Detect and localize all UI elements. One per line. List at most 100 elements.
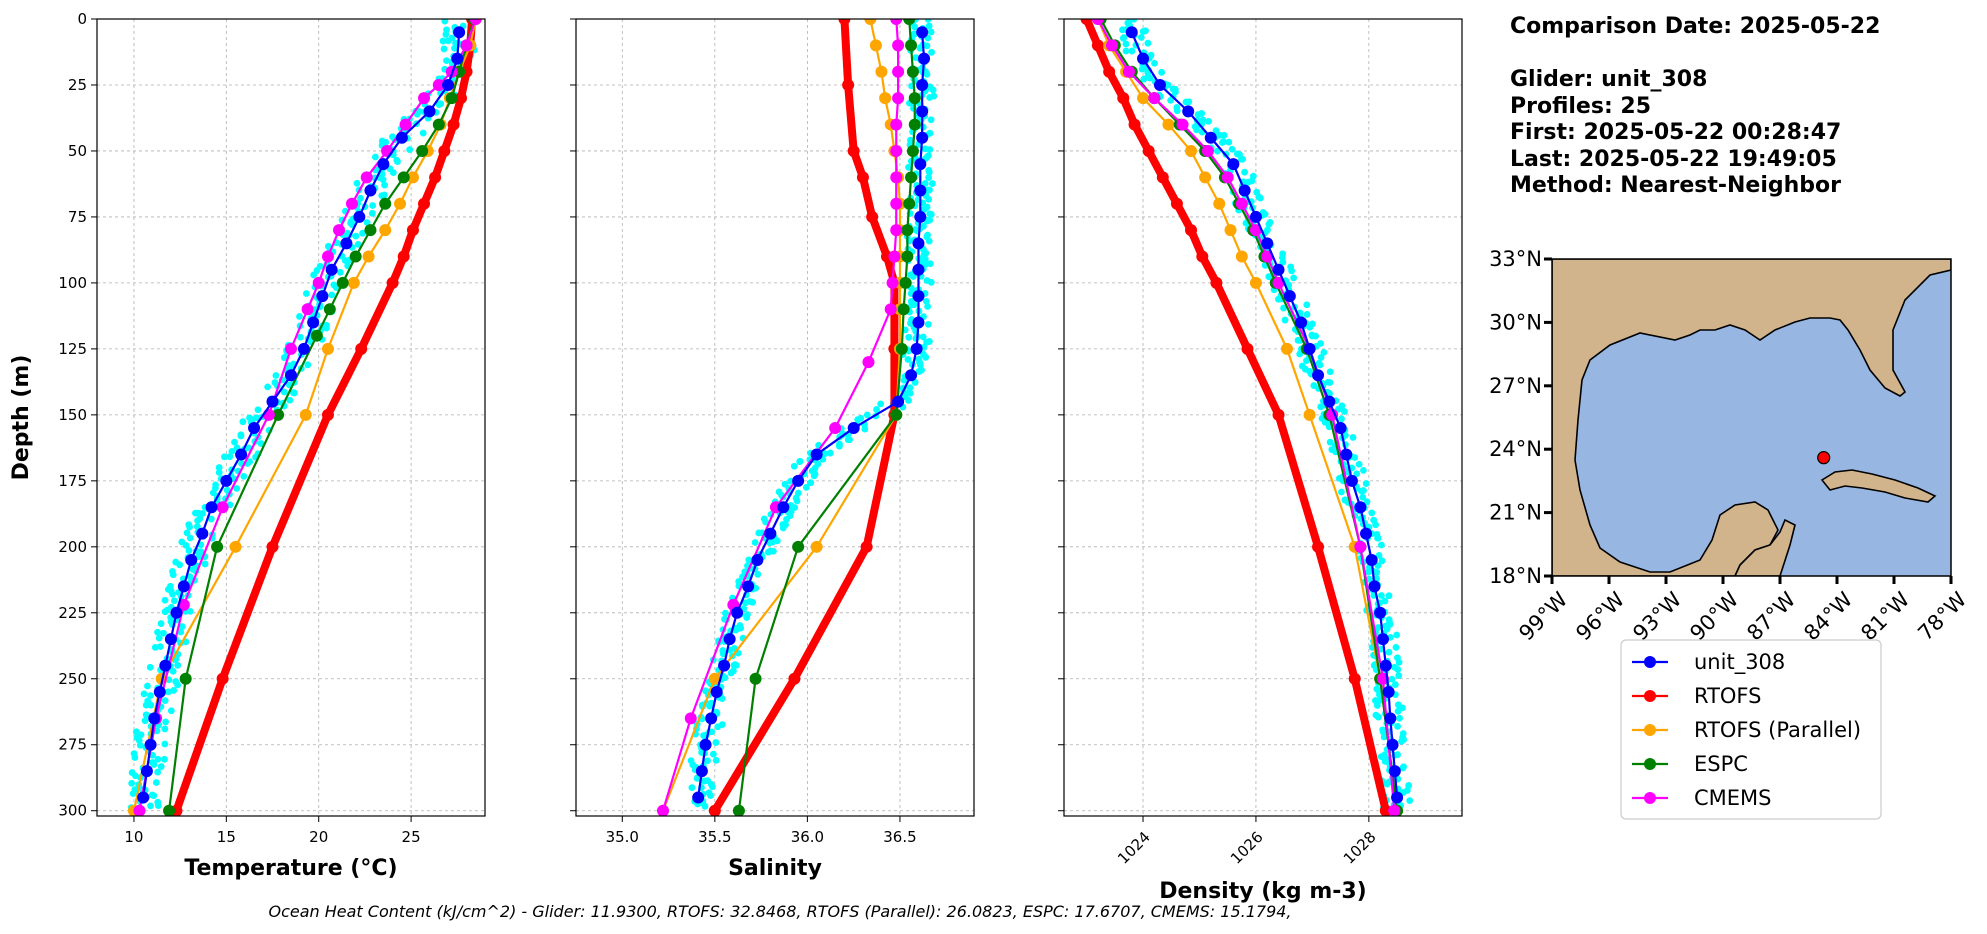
glider-scatter-point — [910, 301, 918, 309]
map-lat-label: 24°N — [1489, 437, 1542, 461]
glider-scatter-point — [745, 556, 753, 564]
glider-scatter-point — [136, 741, 144, 749]
glider-scatter-point — [1303, 301, 1311, 309]
glider-scatter-point — [144, 682, 151, 690]
series-point-unit-308 — [1391, 791, 1404, 804]
glider-scatter-point — [1320, 348, 1328, 356]
y-axis-label: Depth (m) — [9, 355, 34, 481]
series-point-espc — [432, 118, 445, 131]
glider-scatter-point — [172, 678, 180, 685]
glider-scatter-point — [443, 57, 450, 65]
series-point-unit-308 — [847, 422, 860, 435]
glider-scatter-point — [161, 755, 168, 763]
glider-scatter-point — [743, 614, 751, 621]
glider-scatter-point — [1372, 521, 1379, 529]
glider-scatter-point — [1255, 193, 1263, 201]
map-lon-label: 90°W — [1685, 587, 1743, 645]
series-point-rtofs — [1128, 118, 1141, 131]
map-lat-label: 18°N — [1489, 564, 1542, 588]
glider-scatter-point — [441, 19, 449, 25]
glider-scatter-point — [826, 449, 834, 457]
series-point-cmems — [1176, 118, 1189, 131]
map-lat-label: 30°N — [1489, 310, 1542, 334]
glider-scatter-point — [393, 156, 401, 164]
glider-scatter-point — [154, 628, 161, 636]
glider-scatter-point — [925, 174, 933, 182]
series-point-unit-308 — [914, 158, 927, 171]
glider-scatter-point — [1308, 332, 1316, 340]
series-point-unit-308 — [1354, 501, 1367, 514]
series-point-espc — [364, 224, 377, 237]
series-point-unit-308 — [1345, 474, 1358, 487]
glider-scatter-point — [1290, 274, 1298, 282]
glider-scatter-point — [783, 515, 790, 523]
glider-scatter-point — [207, 515, 215, 523]
glider-scatter-point — [693, 775, 701, 782]
series-point-unit-308 — [1261, 237, 1274, 250]
series-point-unit-308 — [340, 237, 353, 250]
glider-scatter-point — [1353, 470, 1361, 478]
glider-scatter-point — [389, 169, 397, 177]
glider-scatter-point — [1173, 104, 1181, 111]
glider-scatter-point — [1122, 47, 1130, 55]
glider-scatter-point — [1205, 117, 1212, 125]
series-point-rtofs-parallel- — [379, 224, 392, 237]
glider-scatter-point — [357, 194, 364, 202]
glider-scatter-point — [704, 777, 712, 785]
series-point-unit-308 — [1374, 606, 1387, 619]
glider-scatter-point — [1151, 59, 1158, 67]
glider-scatter-point — [1214, 147, 1221, 155]
series-point-unit-308 — [266, 395, 279, 408]
comparison-date: Comparison Date: 2025-05-22 — [1510, 14, 1881, 39]
glider-scatter-point — [1241, 168, 1248, 176]
series-point-rtofs — [1185, 224, 1198, 237]
glider-scatter-point — [861, 425, 869, 433]
series-point-unit-308 — [185, 554, 198, 567]
glider-scatter-point — [371, 153, 379, 161]
glider-scatter-point — [162, 718, 170, 726]
series-point-unit-308 — [159, 659, 172, 672]
series-line-rtofs — [711, 19, 899, 813]
glider-scatter-point — [212, 481, 219, 489]
series-point-espc — [905, 39, 918, 52]
glider-scatter-point — [231, 438, 238, 446]
series-point-unit-308 — [792, 474, 805, 487]
first-time: First: 2025-05-22 00:28:47 — [1510, 120, 1842, 145]
glider-scatter-point — [1394, 722, 1402, 730]
series-point-cmems — [884, 303, 897, 316]
series-point-espc — [163, 804, 176, 816]
y-tick-label: 275 — [58, 736, 87, 754]
glider-scatter-point — [341, 257, 349, 264]
series-point-rtofs-parallel- — [1280, 342, 1293, 355]
series-point-unit-308 — [137, 791, 150, 804]
series-point-unit-308 — [1376, 633, 1389, 646]
plot-area — [657, 19, 938, 816]
glider-scatter-point — [201, 560, 209, 568]
glider-scatter-point — [707, 792, 714, 800]
series-point-cmems — [216, 501, 229, 514]
series-point-cmems — [1091, 19, 1104, 25]
glider-scatter-point — [240, 472, 248, 480]
series-point-cmems — [892, 65, 905, 78]
series-point-cmems — [1272, 276, 1285, 289]
series-point-cmems — [1122, 65, 1135, 78]
x-tick-label: 36.5 — [883, 828, 916, 846]
glider-scatter-point — [779, 524, 787, 532]
glider-scatter-point — [1137, 34, 1145, 41]
glider-scatter-point — [793, 497, 801, 505]
glider-scatter-point — [1349, 434, 1357, 441]
series-point-rtofs-parallel- — [875, 65, 888, 78]
series-point-cmems — [432, 78, 445, 91]
glider-scatter-point — [918, 366, 925, 374]
axes-frame — [1063, 18, 1463, 817]
glider-scatter-point — [1362, 480, 1370, 487]
series-point-rtofs — [1091, 39, 1104, 52]
glider-scatter-point — [1392, 643, 1400, 651]
glider-scatter-point — [195, 553, 203, 561]
glider-scatter-point — [310, 271, 318, 279]
series-point-unit-308 — [1312, 369, 1325, 382]
glider-scatter-point — [916, 361, 924, 369]
series-point-cmems — [890, 197, 903, 210]
glider-scatter-point — [254, 406, 262, 414]
glider-scatter-point — [170, 597, 178, 605]
